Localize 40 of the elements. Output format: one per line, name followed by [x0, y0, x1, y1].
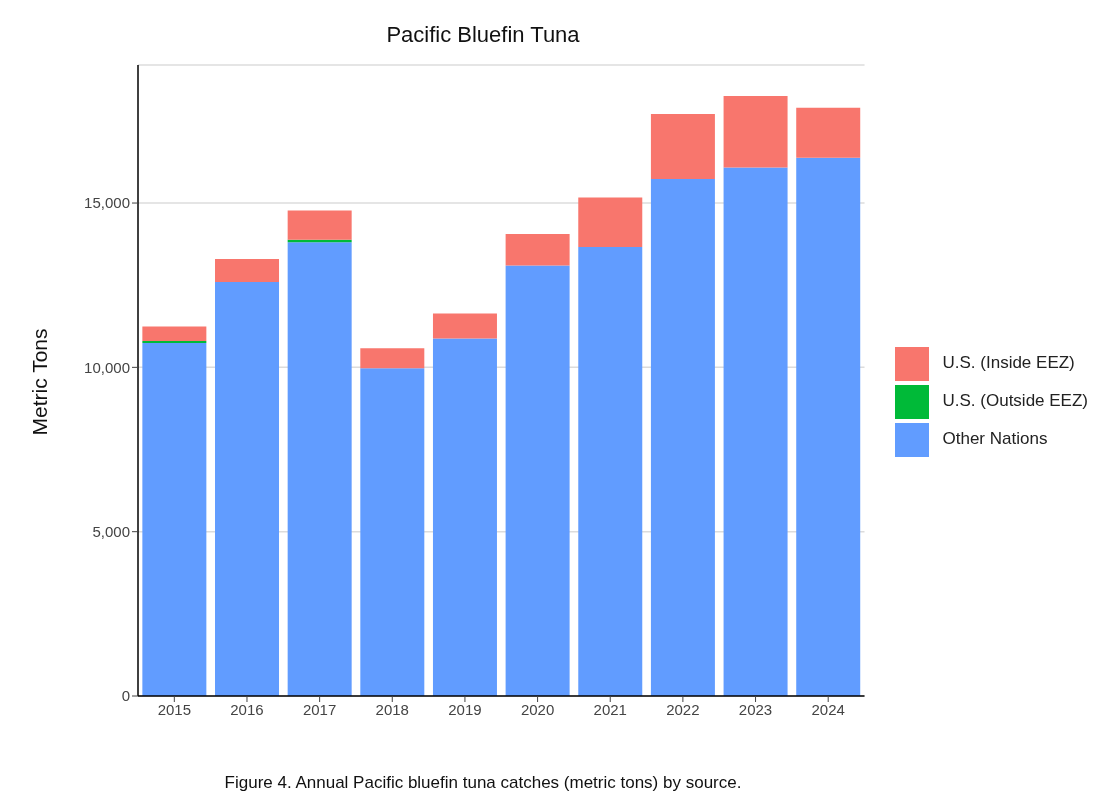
y-tick-label: 0: [121, 687, 130, 705]
x-tick-label: 2017: [302, 700, 337, 718]
bar: [505, 233, 570, 266]
bar: [360, 348, 425, 369]
bar: [142, 326, 207, 342]
x-tick-label: 2018: [375, 700, 409, 718]
x-tick-label: 2020: [520, 700, 555, 718]
bar: [796, 157, 861, 696]
y-axis-title: Metric Tons: [28, 328, 52, 436]
bar: [215, 281, 280, 696]
legend-label: U.S. (Outside EEZ): [942, 391, 1088, 410]
bar: [650, 113, 715, 180]
x-tick-label: 2015: [157, 700, 192, 718]
chart-title: Pacific Bluefin Tuna: [385, 22, 581, 48]
bar: [505, 265, 570, 696]
x-tick-label: 2019: [448, 700, 482, 718]
bar: [723, 167, 788, 696]
x-tick-label: 2016: [230, 700, 264, 718]
bar: [432, 338, 497, 696]
bar: [650, 179, 715, 696]
bar: [287, 242, 352, 696]
bar: [578, 247, 643, 696]
legend-label: U.S. (Inside EEZ): [942, 353, 1075, 372]
bar: [287, 210, 352, 240]
y-tick-label: 15,000: [84, 194, 130, 212]
x-tick-label: 2022: [666, 700, 700, 718]
x-tick-label: 2023: [738, 700, 773, 718]
caption: Figure 4. Annual Pacific bluefin tuna catches (metric tons) by source.: [223, 773, 743, 793]
x-tick-label: 2024: [811, 700, 845, 718]
y-tick-label: 10,000: [84, 358, 130, 376]
y-tick-label: 5,000: [92, 523, 130, 540]
bar: [578, 197, 643, 248]
legend-label: Other Nations: [942, 429, 1048, 448]
bar: [432, 313, 497, 339]
bar: [796, 107, 861, 158]
bar: [215, 258, 280, 282]
bar: [360, 368, 425, 696]
bar: [723, 95, 788, 168]
x-tick-label: 2021: [593, 700, 627, 718]
bar: [142, 343, 207, 696]
